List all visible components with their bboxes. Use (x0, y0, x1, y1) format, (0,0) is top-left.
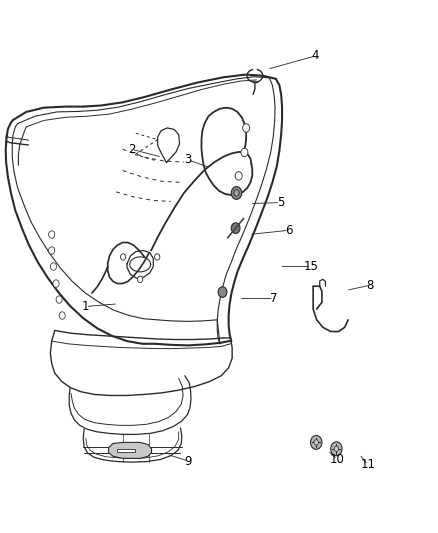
Text: 5: 5 (277, 196, 284, 209)
Circle shape (49, 247, 55, 254)
Circle shape (49, 231, 55, 238)
Text: 7: 7 (270, 292, 278, 305)
Circle shape (50, 263, 57, 270)
Circle shape (53, 280, 59, 287)
Polygon shape (117, 449, 135, 452)
Circle shape (243, 124, 250, 132)
Text: 3: 3 (185, 154, 192, 166)
Text: 8: 8 (367, 279, 374, 292)
Polygon shape (109, 442, 152, 458)
Circle shape (120, 254, 126, 260)
Circle shape (218, 287, 227, 297)
Circle shape (231, 223, 240, 233)
Text: 9: 9 (184, 455, 192, 467)
Circle shape (234, 190, 239, 196)
Text: 1: 1 (81, 300, 89, 313)
Text: 6: 6 (285, 224, 293, 237)
Circle shape (56, 296, 62, 303)
Circle shape (314, 440, 318, 445)
Text: 11: 11 (360, 458, 375, 471)
Circle shape (331, 442, 342, 456)
Text: 2: 2 (127, 143, 135, 156)
Text: 10: 10 (330, 453, 345, 466)
Text: 4: 4 (311, 50, 319, 62)
Circle shape (138, 276, 143, 282)
Circle shape (59, 312, 65, 319)
Circle shape (311, 435, 322, 449)
Circle shape (155, 254, 160, 260)
Circle shape (235, 172, 242, 180)
Circle shape (334, 446, 339, 451)
Circle shape (231, 187, 242, 199)
Circle shape (241, 148, 248, 157)
Text: 15: 15 (304, 260, 318, 273)
